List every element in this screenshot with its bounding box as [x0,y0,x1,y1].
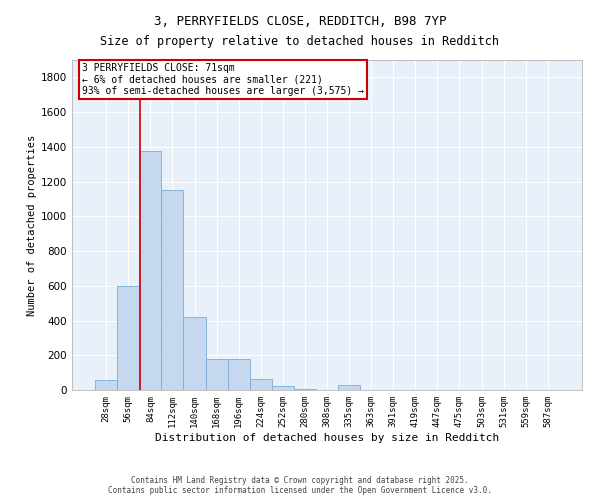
Bar [272,386,294,390]
Bar [161,190,184,390]
X-axis label: Distribution of detached houses by size in Redditch: Distribution of detached houses by size … [155,432,499,442]
Bar [117,286,139,390]
Bar [95,380,117,390]
Bar [206,358,227,390]
Text: Size of property relative to detached houses in Redditch: Size of property relative to detached ho… [101,35,499,48]
Bar [338,385,360,390]
Bar [294,389,316,390]
Text: 3, PERRYFIELDS CLOSE, REDDITCH, B98 7YP: 3, PERRYFIELDS CLOSE, REDDITCH, B98 7YP [154,15,446,28]
Text: Contains HM Land Registry data © Crown copyright and database right 2025.
Contai: Contains HM Land Registry data © Crown c… [108,476,492,495]
Bar [250,378,272,390]
Text: 3 PERRYFIELDS CLOSE: 71sqm
← 6% of detached houses are smaller (221)
93% of semi: 3 PERRYFIELDS CLOSE: 71sqm ← 6% of detac… [82,64,364,96]
Bar [139,151,161,390]
Bar [184,317,206,390]
Bar [227,358,250,390]
Y-axis label: Number of detached properties: Number of detached properties [27,134,37,316]
